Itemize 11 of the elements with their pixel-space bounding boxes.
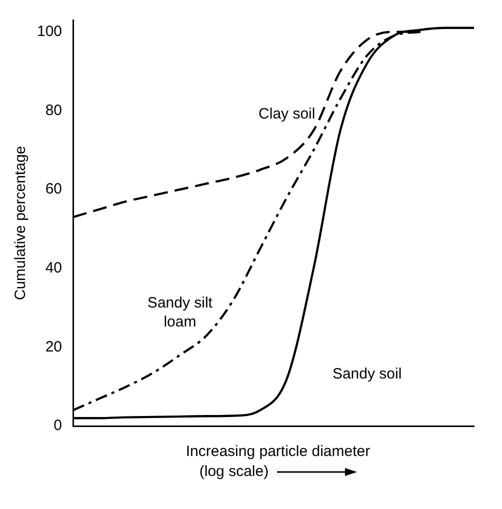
y-tick-label: 0 <box>54 417 62 434</box>
y-axis-title: Cumulative percentage <box>12 146 30 300</box>
y-tick-label: 80 <box>45 102 62 119</box>
annotation: Clay soil <box>258 106 316 123</box>
y-tick-label: 20 <box>45 338 62 356</box>
annotation: Sandy silt loam <box>147 294 214 331</box>
y-tick-label: 40 <box>45 259 62 276</box>
annotation: Sandy soil <box>332 366 402 383</box>
y-tick-label: 100 <box>36 22 62 40</box>
x-axis-title: Increasing particle diameter (log scale) <box>186 443 370 480</box>
y-tick-label: 60 <box>45 180 62 198</box>
